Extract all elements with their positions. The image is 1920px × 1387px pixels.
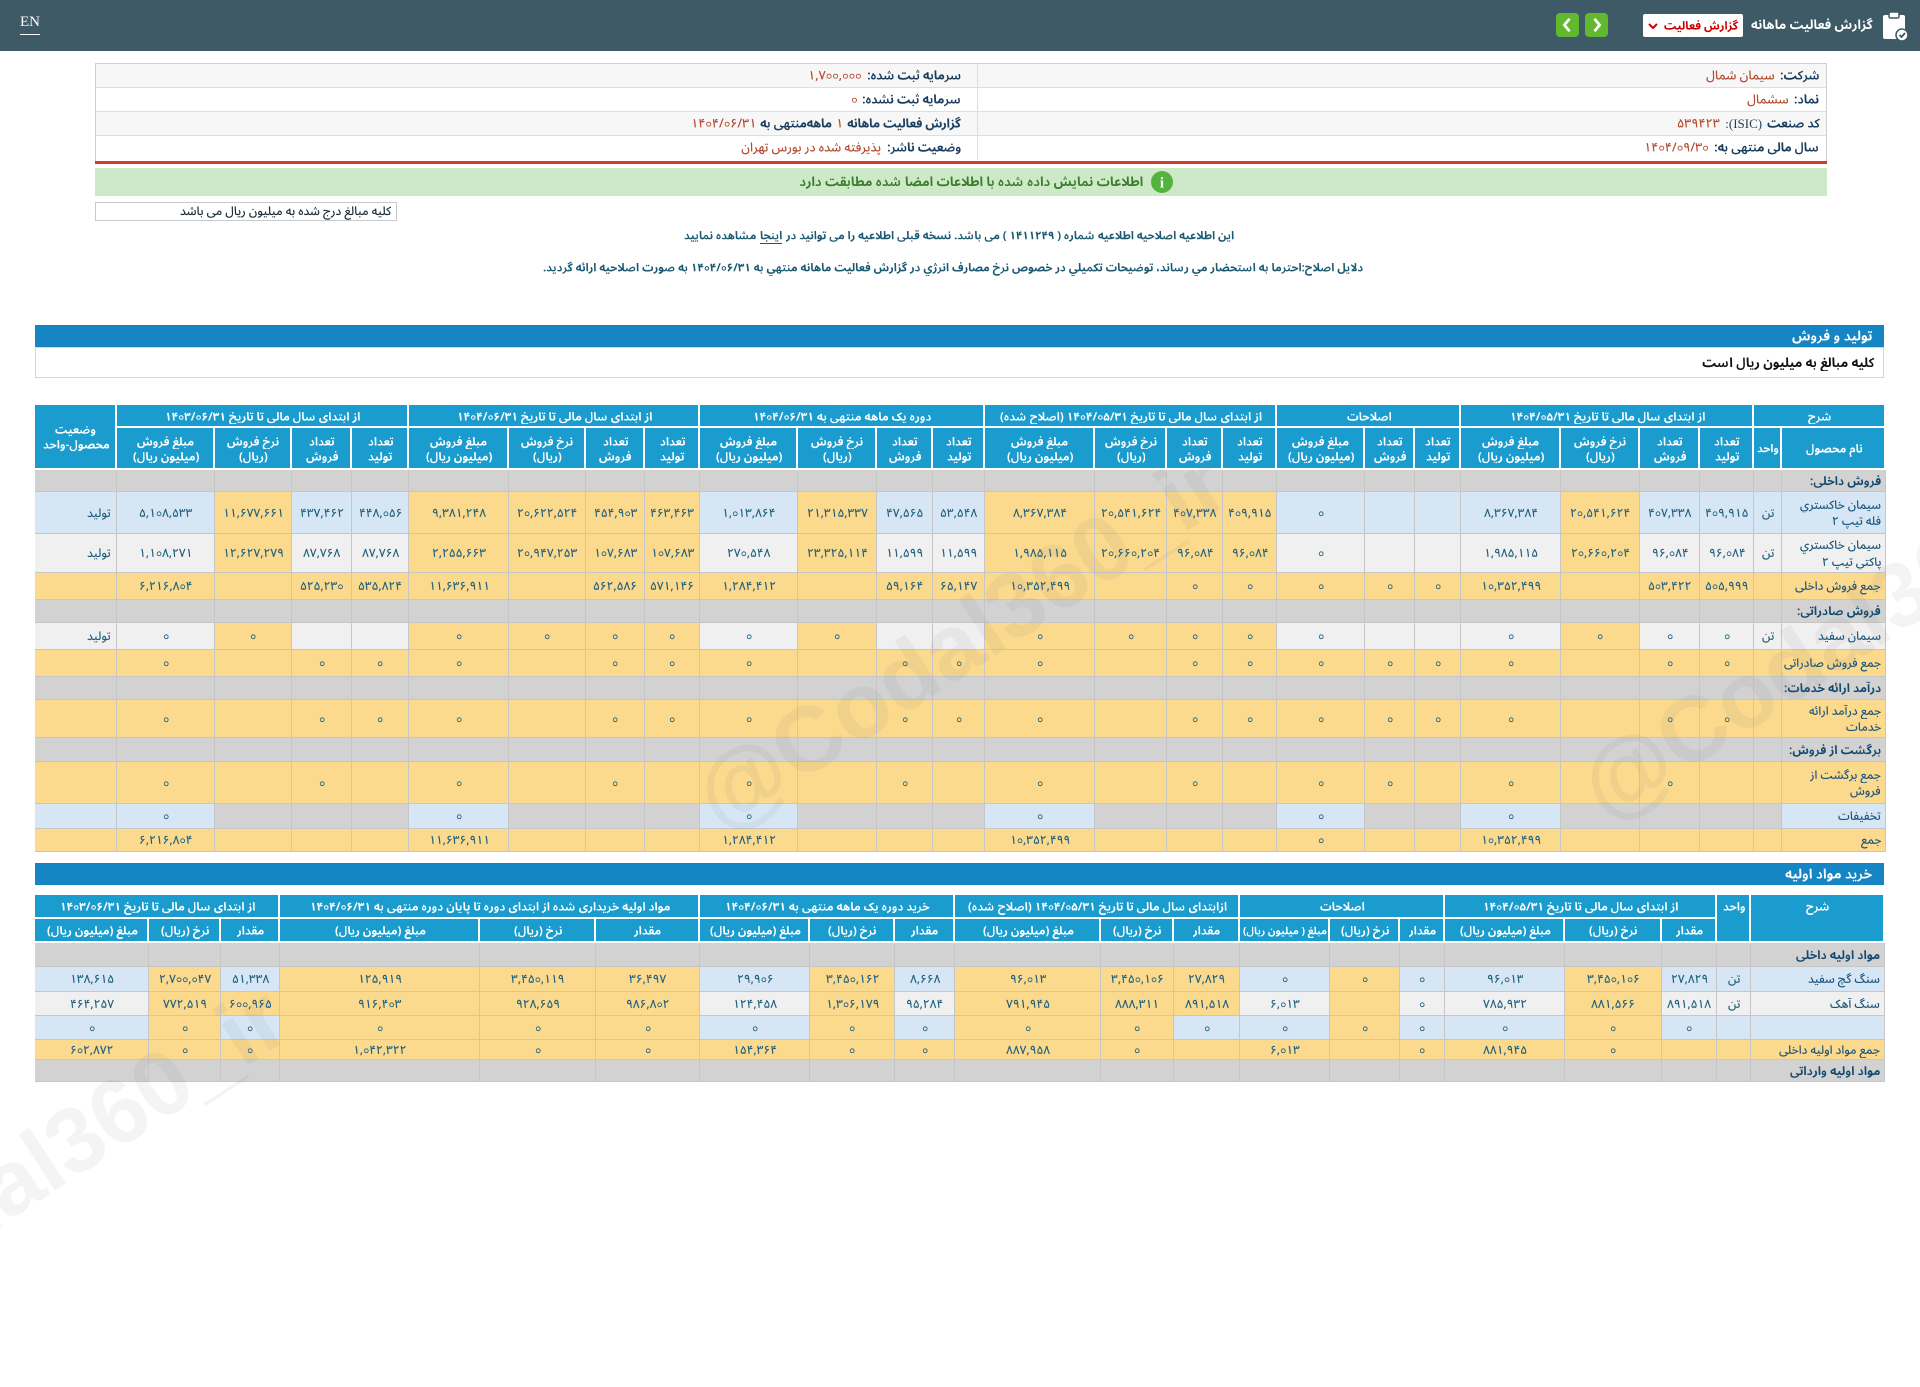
svg-text:i: i <box>1160 176 1164 192</box>
